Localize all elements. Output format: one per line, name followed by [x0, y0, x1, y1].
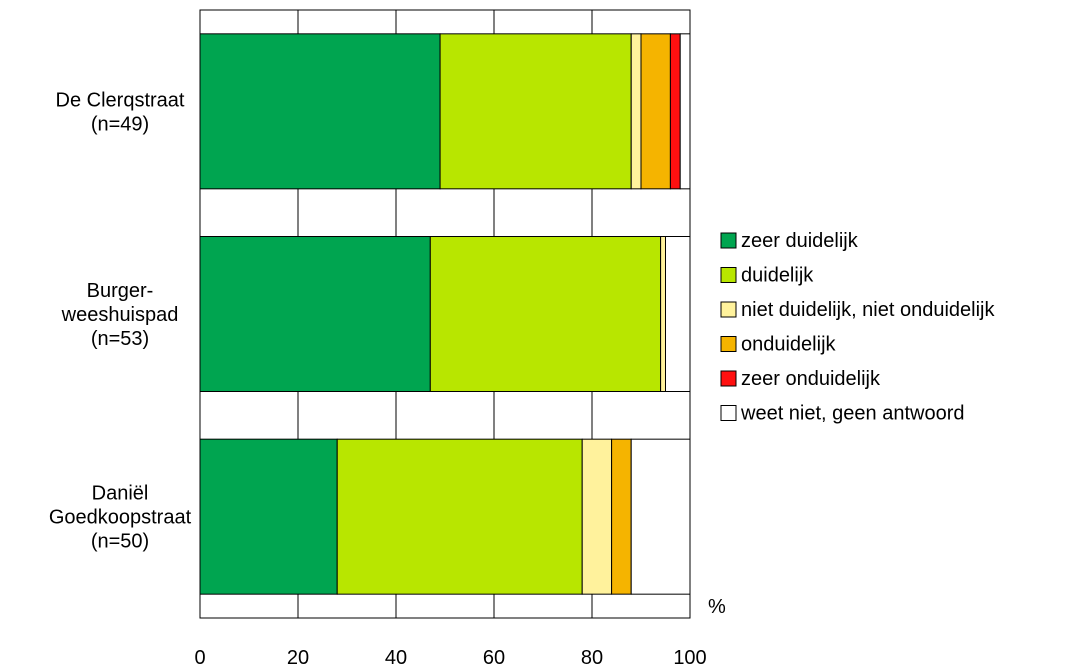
category-label: weeshuispad	[61, 304, 179, 326]
category-label: (n=50)	[91, 531, 149, 553]
bar-segment	[611, 438, 632, 595]
category-label: De Clerqstraat	[56, 89, 185, 111]
bar-segment	[199, 438, 338, 595]
bar-segment	[336, 438, 583, 595]
legend-swatch	[720, 405, 737, 421]
x-tick-label: 100	[673, 647, 706, 666]
bar-segment	[630, 438, 691, 595]
bar-segment	[665, 236, 691, 392]
bar-segment	[429, 236, 662, 392]
x-tick-label: 0	[194, 647, 205, 666]
x-unit-label: %	[708, 596, 726, 618]
legend-swatch	[720, 232, 737, 249]
legend-label: niet duidelijk, niet onduidelijk	[741, 299, 995, 321]
category-label: Goedkoopstraat	[49, 507, 192, 529]
legend-label: zeer onduidelijk	[741, 368, 881, 390]
bar-segment	[199, 236, 431, 392]
category-labels: De Clerqstraat(n=49)Burger-weeshuispad(n…	[49, 89, 192, 552]
bar-segment	[679, 33, 691, 190]
bar-segment	[660, 236, 666, 392]
bar-segment	[581, 438, 613, 595]
legend-label: zeer duidelijk	[741, 230, 859, 252]
legend: zeer duidelijk duidelijk niet duidelijk, n…	[720, 230, 995, 425]
x-tick-label: 60	[483, 647, 505, 666]
legend-swatch	[720, 370, 737, 387]
plot-border	[199, 9, 691, 619]
x-tick-label: 80	[581, 647, 603, 666]
legend-swatch	[720, 336, 737, 352]
x-tick-label: 20	[287, 647, 309, 666]
legend-label: onduidelijk	[741, 334, 837, 356]
category-label: (n=53)	[91, 328, 149, 350]
bar-segment	[199, 33, 441, 190]
bar-segment	[640, 33, 671, 190]
x-tick-label: 40	[385, 647, 407, 666]
legend-swatch	[720, 301, 737, 318]
bar-segment	[669, 33, 681, 190]
legend-label: duidelijk	[741, 265, 814, 287]
bar-segment	[439, 33, 632, 190]
legend-label: weet niet, geen antwoord	[740, 403, 965, 425]
category-label: (n=49)	[91, 113, 149, 135]
category-label: Burger-	[87, 280, 154, 302]
bar-segment	[630, 33, 642, 190]
legend-swatch	[720, 267, 737, 283]
category-label: Daniël	[92, 483, 149, 505]
